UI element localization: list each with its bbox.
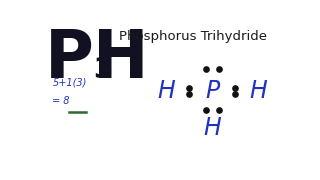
- Text: 5+1(3): 5+1(3): [52, 77, 87, 87]
- Text: H: H: [249, 79, 267, 103]
- Text: H: H: [158, 79, 175, 103]
- Text: = 8: = 8: [52, 96, 70, 106]
- Text: PH: PH: [45, 26, 149, 92]
- Text: 3: 3: [93, 56, 113, 84]
- Text: Phosphorus Trihydride: Phosphorus Trihydride: [118, 30, 267, 43]
- Text: P: P: [205, 79, 220, 103]
- Text: H: H: [204, 116, 221, 140]
